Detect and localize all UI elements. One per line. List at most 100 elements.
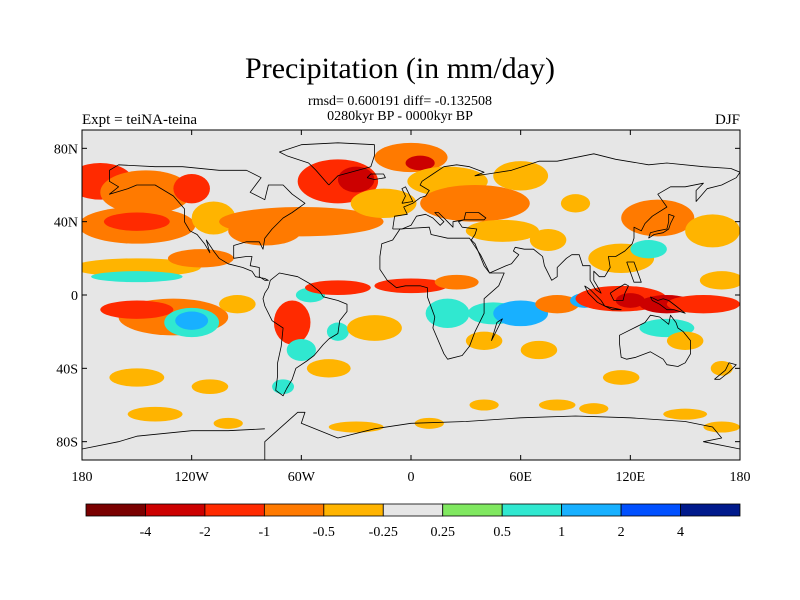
anomaly-patch-17 bbox=[529, 229, 567, 251]
anomaly-patch-35 bbox=[286, 339, 316, 361]
colorbar-swatch bbox=[501, 503, 563, 517]
season-label: DJF bbox=[714, 112, 740, 128]
coastline-7 bbox=[604, 305, 622, 311]
anomaly-patch-50 bbox=[615, 293, 645, 308]
coastline-4 bbox=[379, 226, 505, 360]
colorbar-swatch bbox=[85, 503, 146, 517]
coastline-3 bbox=[392, 153, 740, 294]
coastline-1 bbox=[278, 142, 375, 186]
colorbar-label: -1 bbox=[259, 525, 271, 540]
anomaly-patch-28 bbox=[100, 300, 174, 319]
anomaly-patch-23 bbox=[699, 271, 740, 290]
colorbar-label: -2 bbox=[199, 525, 211, 540]
anomaly-patch-59 bbox=[127, 406, 183, 422]
colorbar-swatch bbox=[323, 503, 384, 517]
anomaly-patch-60 bbox=[213, 417, 243, 429]
colorbar-label: 1 bbox=[558, 525, 565, 540]
colorbar-label: -4 bbox=[140, 525, 152, 540]
colorbar-label: -0.25 bbox=[369, 525, 398, 540]
anomaly-patch-67 bbox=[703, 421, 740, 433]
map-subtitle: rmsd= 0.600191 diff= -0.132508 0280kyr B… bbox=[0, 94, 800, 124]
anomaly-patch-37 bbox=[306, 359, 351, 378]
anomaly-patch-22 bbox=[630, 240, 667, 259]
colorbar-label: 4 bbox=[677, 525, 684, 540]
coastline-17 bbox=[626, 261, 642, 283]
anomaly-patch-12 bbox=[405, 155, 435, 171]
anomaly-patch-52 bbox=[666, 295, 740, 314]
coastline-16 bbox=[491, 318, 503, 341]
coastline-0 bbox=[109, 164, 306, 281]
anomaly-patch-56 bbox=[710, 361, 733, 376]
anomaly-patch-34 bbox=[304, 280, 371, 295]
colorbar-label: 0.25 bbox=[430, 525, 455, 540]
colorbar-swatch bbox=[561, 503, 622, 517]
period-line: 0280kyr BP - 0000kyr BP bbox=[327, 109, 473, 124]
coastline-14 bbox=[82, 428, 265, 450]
colorbar-swatch bbox=[620, 503, 681, 517]
lon-tick-label: 180 bbox=[72, 470, 93, 485]
colorbar-label: -0.5 bbox=[313, 525, 335, 540]
anomaly-patch-62 bbox=[414, 417, 444, 429]
lon-tick-label: 120W bbox=[175, 470, 210, 485]
anomaly-patch-15 bbox=[493, 161, 549, 191]
coastline-9 bbox=[650, 296, 686, 314]
colorbar-swatch bbox=[145, 503, 206, 517]
anomaly-patch-39 bbox=[347, 315, 402, 341]
colorbar-label: 0.5 bbox=[493, 525, 511, 540]
anomaly-patch-41 bbox=[434, 274, 479, 290]
anomaly-patch-66 bbox=[663, 408, 708, 420]
lon-tick-label: 0 bbox=[408, 470, 415, 485]
anomaly-patch-64 bbox=[538, 399, 576, 411]
anomaly-patch-54 bbox=[666, 331, 704, 351]
coastline-2 bbox=[262, 272, 348, 397]
colorbar-swatch bbox=[263, 503, 325, 517]
anomaly-patch-65 bbox=[579, 403, 609, 415]
anomaly-patch-1 bbox=[100, 170, 192, 215]
anomaly-patch-46 bbox=[520, 340, 558, 360]
anomaly-patch-32 bbox=[273, 300, 311, 345]
anomaly-patch-47 bbox=[535, 295, 580, 314]
colorbar-swatch bbox=[680, 503, 741, 517]
colorbar-swatch bbox=[442, 503, 503, 517]
colorbar-label: 2 bbox=[618, 525, 625, 540]
anomaly-patch-30 bbox=[175, 311, 209, 330]
axis-layer: 80N 40N 0 40S 80S 180 120W 60W 0 60E 120E 180 bbox=[54, 130, 751, 485]
anomaly-patch-55 bbox=[602, 370, 640, 385]
experiment-label: Expt = teiNA-teina bbox=[82, 112, 198, 128]
coastline-15 bbox=[714, 362, 737, 380]
anomaly-patch-25 bbox=[91, 271, 183, 283]
lat-tick-label: 40N bbox=[54, 216, 78, 231]
anomaly-patch-31 bbox=[219, 295, 256, 314]
map-title: Precipitation (in mm/day) bbox=[245, 52, 555, 85]
colorbar-swatch bbox=[382, 503, 444, 517]
lon-tick-label: 60E bbox=[509, 470, 532, 485]
anomaly-patch-58 bbox=[191, 379, 229, 394]
lon-tick-label: 120E bbox=[616, 470, 646, 485]
anomaly-patch-4 bbox=[103, 212, 170, 231]
lon-tick-label: 180 bbox=[730, 470, 751, 485]
anomaly-patch-19 bbox=[621, 199, 695, 237]
lat-tick-label: 40S bbox=[56, 362, 78, 377]
anomaly-patch-18 bbox=[560, 194, 591, 213]
anomaly-patch-63 bbox=[469, 399, 499, 411]
anomaly-patch-16 bbox=[465, 219, 539, 242]
anomaly-patch-26 bbox=[167, 249, 234, 268]
anomaly-patch-2 bbox=[173, 174, 210, 204]
anomaly-layer bbox=[82, 142, 740, 433]
lat-tick-label: 0 bbox=[71, 289, 78, 304]
coastline-13 bbox=[264, 411, 740, 460]
coastline-5 bbox=[619, 314, 691, 367]
colorbar-swatch bbox=[204, 503, 265, 517]
lat-tick-label: 80N bbox=[54, 142, 78, 157]
colorbar: -4 -2 -1 -0.5 -0.25 0.25 0.5 1 2 4 bbox=[85, 503, 741, 540]
anomaly-patch-14 bbox=[420, 185, 530, 222]
coastline-layer bbox=[82, 142, 740, 460]
map-area bbox=[82, 130, 740, 460]
anomaly-patch-38 bbox=[272, 379, 295, 394]
anomaly-patch-57 bbox=[109, 368, 165, 387]
stats-line: rmsd= 0.600191 diff= -0.132508 bbox=[308, 94, 492, 109]
anomaly-patch-42 bbox=[425, 298, 470, 329]
anomaly-patch-61 bbox=[328, 421, 384, 433]
coastline-12 bbox=[366, 173, 386, 180]
